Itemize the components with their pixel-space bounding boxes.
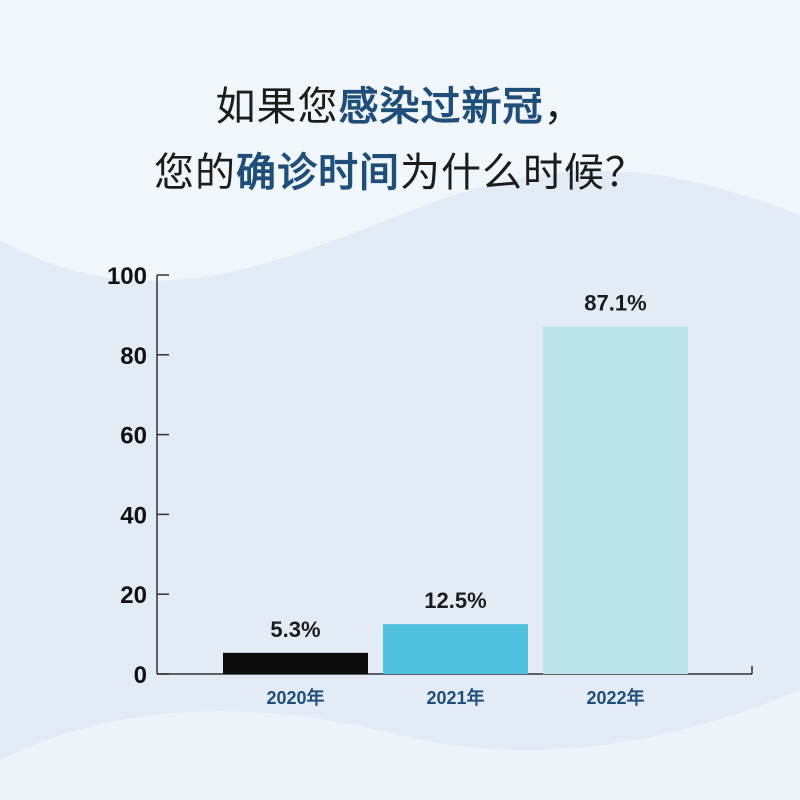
data-label: 5.3% — [270, 617, 320, 642]
x-tick-label: 2020年 — [266, 687, 324, 708]
y-tick-label: 20 — [120, 582, 147, 609]
y-tick-label: 80 — [120, 343, 147, 370]
bar — [223, 652, 368, 674]
y-tick-label: 60 — [120, 423, 147, 450]
y-tick-label: 40 — [120, 502, 147, 529]
lower-wave — [0, 690, 800, 800]
title-line-1-post: ， — [543, 84, 585, 130]
y-tick-label: 100 — [107, 263, 147, 290]
chart-title-line-1: 如果您感染过新冠， — [0, 74, 800, 132]
data-label: 12.5% — [424, 588, 486, 613]
title-line-1-emphasis: 感染过新冠 — [338, 84, 544, 130]
bar — [383, 624, 528, 674]
data-label: 87.1% — [584, 290, 646, 315]
x-tick-label: 2021年 — [426, 687, 484, 708]
title-line-2-pre: 您的 — [154, 150, 236, 196]
chart-title-line-2: 您的确诊时间为什么时候？ — [0, 140, 800, 198]
title-line-2-post: 为什么时候？ — [400, 150, 646, 196]
x-tick-label: 2022年 — [586, 687, 644, 708]
title-line-2-emphasis: 确诊时间 — [236, 150, 400, 196]
title-line-1-pre: 如果您 — [215, 84, 339, 130]
bar — [543, 326, 688, 674]
y-tick-label: 0 — [134, 662, 147, 689]
